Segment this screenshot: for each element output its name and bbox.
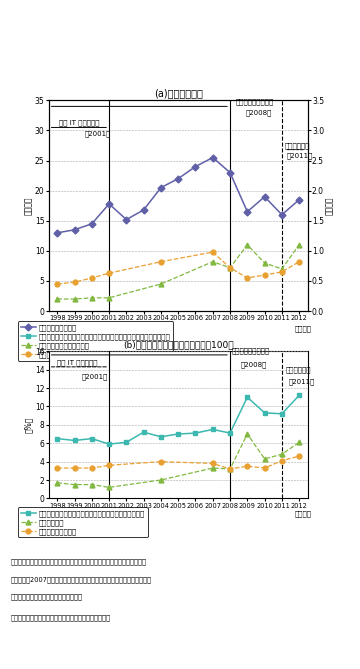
Text: 備考：１．　日本側出資者向け支払は、配当金、ロイヤリティ等の合計額。: 備考：１． 日本側出資者向け支払は、配当金、ロイヤリティ等の合計額。 [11, 559, 147, 565]
Text: （2008）: （2008） [240, 361, 267, 367]
Text: （2001）: （2001） [81, 373, 108, 379]
Y-axis label: （兆円）: （兆円） [325, 197, 334, 215]
Text: （2001）: （2001） [85, 131, 111, 138]
Title: (b)　比率（日本からの資材調達＝100）: (b) 比率（日本からの資材調達＝100） [123, 340, 234, 349]
Legend: 日本側出資者向け支払（配当金、ロイヤリティ等合計）, うち、配当金, うち、ロイヤリティ: 日本側出資者向け支払（配当金、ロイヤリティ等合計）, うち、配当金, うち、ロイ… [18, 507, 148, 537]
Legend: 日本からの資材調達, 日本側出資者向け支払（配当金、ロイヤリティ等合計）（右目盛り）, うち、配当金（右目盛り）, うち、ロイヤリティ（右目盛り）: 日本からの資材調達, 日本側出資者向け支払（配当金、ロイヤリティ等合計）（右目盛… [18, 321, 173, 361]
Text: （2011）: （2011） [289, 379, 315, 385]
Y-axis label: （兆円）: （兆円） [24, 197, 33, 215]
Text: （2008）: （2008） [246, 109, 272, 116]
Y-axis label: （%）: （%） [24, 417, 33, 433]
Text: 東日本大震災: 東日本大震災 [284, 142, 310, 149]
Text: 東日本大震災: 東日本大震災 [285, 367, 311, 373]
Text: 米国 IT バブル崩壊: 米国 IT バブル崩壊 [59, 119, 99, 126]
Text: （年度）: （年度） [294, 510, 311, 516]
Text: リーマン・ショック: リーマン・ショック [235, 98, 274, 104]
Text: （2011）: （2011） [287, 153, 314, 159]
Text: 米国 IT バブル崩壊: 米国 IT バブル崩壊 [57, 359, 98, 366]
Text: リーマン・ショック: リーマン・ショック [232, 347, 270, 354]
Text: 資料：経済産業省「海外事業活動基本調査」から作成。: 資料：経済産業省「海外事業活動基本調査」から作成。 [11, 614, 111, 621]
Text: たため、便宜的に点線でつないだ。: たため、便宜的に点線でつないだ。 [11, 593, 83, 600]
Text: ２．　2007年度まで、配当金・ロイヤリティの調査は３年ごとであっ: ２． 2007年度まで、配当金・ロイヤリティの調査は３年ごとであっ [11, 576, 152, 583]
Text: （年度）: （年度） [294, 325, 311, 332]
Title: (a)　金額ベース: (a) 金額ベース [154, 88, 203, 98]
